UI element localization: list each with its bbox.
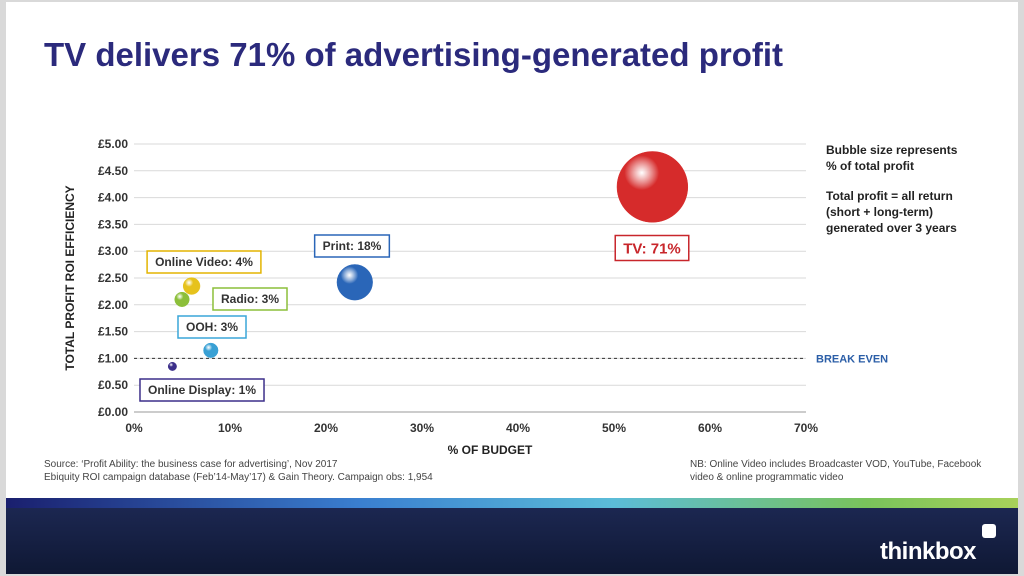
x-tick-label: 40% — [506, 421, 530, 435]
y-tick-label: £0.00 — [98, 405, 128, 419]
y-axis-title: TOTAL PROFIT ROI EFFICIENCY — [63, 185, 77, 370]
footer-bar: thinkbox — [6, 508, 1018, 574]
nb-note: NB: Online Video includes Broadcaster VO… — [690, 458, 1010, 484]
y-tick-label: £3.00 — [98, 244, 128, 258]
x-axis-title: % OF BUDGET — [448, 443, 533, 457]
y-tick-label: £5.00 — [98, 137, 128, 151]
logo-square-icon — [982, 524, 996, 538]
bubble-label-3: Radio: 3% — [212, 287, 288, 311]
footer-color-band — [6, 498, 1018, 508]
bubble-label-text: Radio: 3% — [221, 292, 279, 306]
bubble-3 — [174, 291, 190, 307]
y-tick-label: £4.00 — [98, 191, 128, 205]
x-tick-label: 20% — [314, 421, 338, 435]
bubble-label-box — [614, 234, 690, 262]
bubble-0 — [616, 151, 689, 223]
bubble-label-text: Online Display: 1% — [148, 383, 256, 397]
y-tick-label: £1.00 — [98, 351, 128, 365]
bubble-label-text: OOH: 3% — [186, 320, 238, 334]
bubble-label-4: OOH: 3% — [177, 315, 247, 339]
y-tick-label: £2.50 — [98, 271, 128, 285]
bubble-label-box — [177, 315, 247, 339]
bubble-label-text: Online Video: 4% — [155, 255, 253, 269]
y-tick-label: £2.00 — [98, 298, 128, 312]
x-tick-label: 10% — [218, 421, 242, 435]
bubble-label-box — [146, 250, 262, 274]
bubble-label-1: Print: 18% — [313, 234, 391, 258]
bubble-label-0: TV: 71% — [614, 234, 690, 262]
x-tick-label: 0% — [125, 421, 143, 435]
bubble-chart: £0.00 £0.50 £1.00 £1.50 £2.00 £2.50 £3.00 £3.50… — [63, 137, 888, 457]
nb-line-2: video & online programmatic video — [690, 472, 844, 483]
x-tick-label: 50% — [602, 421, 626, 435]
bubble-label-box — [313, 234, 391, 258]
total-profit-note-line-3: generated over 3 years — [826, 221, 957, 235]
total-profit-note-line-2: (short + long-term) — [826, 205, 933, 219]
bubble-size-note-line-1: Bubble size represents — [826, 143, 958, 157]
bubble-size-note-line-2: % of total profit — [826, 159, 914, 173]
y-tick-label: £1.50 — [98, 325, 128, 339]
bubble-label-5: Online Display: 1% — [139, 378, 265, 402]
bubble-1 — [336, 264, 373, 301]
break-even-label: BREAK EVEN — [816, 353, 888, 365]
bubble-label-2: Online Video: 4% — [146, 250, 262, 274]
x-tick-label: 60% — [698, 421, 722, 435]
bubble-label-text: TV: 71% — [623, 240, 681, 257]
bubble-4 — [203, 342, 219, 358]
source-line-1: Source: ‘Profit Ability: the business ca… — [44, 459, 338, 470]
y-tick-label: £0.50 — [98, 378, 128, 392]
source-note: Source: ‘Profit Ability: the business ca… — [44, 458, 433, 484]
x-tick-label: 30% — [410, 421, 434, 435]
bubble-label-text: Print: 18% — [323, 239, 382, 253]
bubble-label-box — [139, 378, 265, 402]
total-profit-note: Total profit = all return (short + long-… — [826, 188, 1011, 236]
source-line-2: Ebiquity ROI campaign database (Feb’14-M… — [44, 472, 433, 483]
x-tick-label: 70% — [794, 421, 818, 435]
bubble-size-note: Bubble size represents % of total profit — [826, 142, 1011, 174]
bubble-2 — [182, 277, 201, 295]
nb-line-1: NB: Online Video includes Broadcaster VO… — [690, 459, 982, 470]
thinkbox-logo: thinkbox — [880, 538, 977, 565]
bubble-label-box — [212, 287, 288, 311]
y-tick-label: £4.50 — [98, 164, 128, 178]
total-profit-note-line-1: Total profit = all return — [826, 189, 953, 203]
bubble-5 — [167, 361, 177, 371]
y-tick-label: £3.50 — [98, 217, 128, 231]
slide: TV delivers 71% of advertising-generated… — [6, 2, 1018, 574]
slide-title: TV delivers 71% of advertising-generated… — [44, 36, 784, 73]
